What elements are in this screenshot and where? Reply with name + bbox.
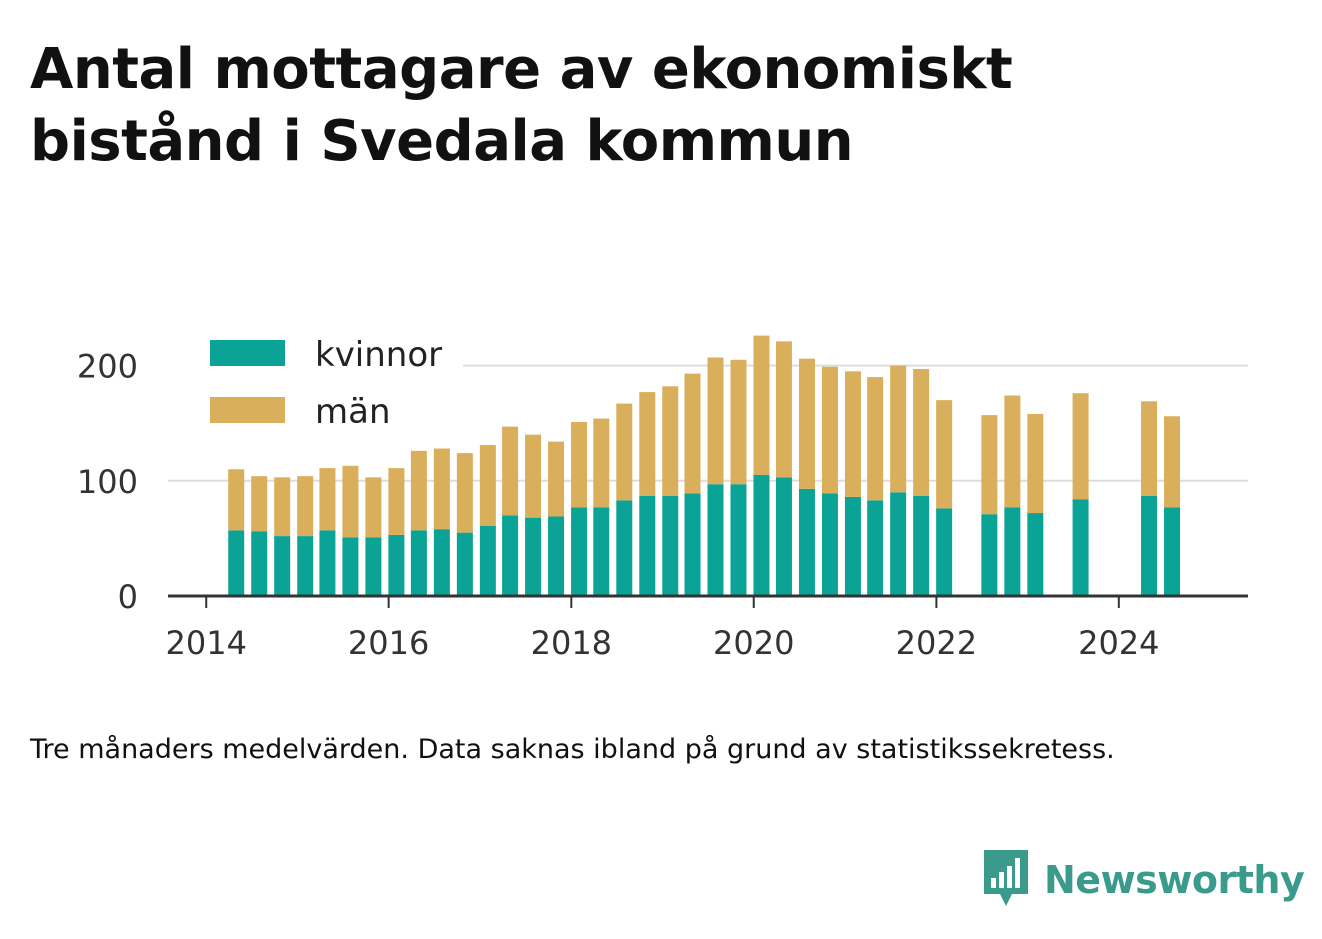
- bar-kvinnor: [1027, 513, 1044, 596]
- bar-man: [730, 359, 747, 485]
- page-title: Antal mottagare av ekonomiskt bistånd i …: [30, 37, 1013, 174]
- bar-kvinnor: [228, 530, 245, 596]
- bar-kvinnor: [1072, 499, 1089, 596]
- chart-legend: kvinnor män: [163, 322, 463, 442]
- bar-kvinnor: [639, 495, 656, 596]
- bar-kvinnor: [593, 507, 610, 596]
- chart-bars: [228, 335, 1181, 596]
- bar-man: [593, 418, 610, 508]
- stacked-bar-chart: 0 100 200 2014 2016 2018 2020 2022 2024 kvinnor…: [77, 322, 1248, 662]
- bar-kvinnor: [319, 530, 336, 596]
- bar-kvinnor: [251, 531, 268, 596]
- x-tick-label: 2022: [896, 624, 977, 662]
- bar-man: [228, 469, 245, 531]
- bar-kvinnor: [388, 534, 405, 596]
- bar-man: [753, 335, 770, 476]
- y-tick-label: 100: [77, 463, 138, 501]
- bar-kvinnor: [456, 532, 473, 596]
- bar-man: [913, 369, 930, 496]
- bar-kvinnor: [890, 492, 907, 596]
- bar-kvinnor: [844, 496, 861, 596]
- bar-kvinnor: [1164, 507, 1181, 596]
- bar-man: [844, 371, 861, 497]
- x-tick-label: 2024: [1078, 624, 1159, 662]
- bar-kvinnor: [753, 475, 770, 596]
- bar-man: [1027, 413, 1044, 514]
- bar-man: [775, 341, 792, 478]
- bar-kvinnor: [913, 495, 930, 596]
- bar-man: [502, 426, 519, 516]
- bar-man: [251, 476, 268, 532]
- bar-man: [319, 468, 336, 531]
- bar-man: [707, 357, 724, 485]
- bar-man: [1141, 401, 1158, 496]
- bar-kvinnor: [1004, 507, 1021, 596]
- y-tick-label: 200: [77, 348, 138, 386]
- bar-kvinnor: [502, 515, 519, 596]
- bar-kvinnor: [730, 484, 747, 596]
- bar-kvinnor: [433, 529, 450, 596]
- bar-man: [297, 476, 314, 537]
- newsworthy-logo-icon: [980, 846, 1032, 914]
- y-axis-ticks: 0 100 200: [77, 348, 138, 616]
- legend-label-kvinnor: kvinnor: [315, 335, 442, 375]
- bar-man: [616, 403, 633, 501]
- bar-kvinnor: [662, 495, 679, 596]
- bar-man: [1004, 395, 1021, 508]
- bar-man: [571, 422, 588, 508]
- bar-kvinnor: [479, 525, 496, 596]
- bar-kvinnor: [616, 500, 633, 596]
- bar-man: [1164, 416, 1181, 508]
- bar-kvinnor: [365, 537, 382, 596]
- y-tick-label: 0: [118, 578, 138, 616]
- bar-kvinnor: [821, 493, 838, 596]
- bar-kvinnor: [867, 500, 884, 596]
- bar-man: [1072, 393, 1089, 500]
- bar-kvinnor: [274, 536, 291, 596]
- legend-swatch-man: [210, 397, 285, 423]
- bar-man: [662, 386, 679, 496]
- bar-kvinnor: [684, 493, 701, 596]
- bar-kvinnor: [571, 507, 588, 596]
- bar-man: [548, 441, 565, 517]
- bar-man: [821, 366, 838, 494]
- bar-kvinnor: [936, 508, 953, 596]
- bar-man: [342, 465, 359, 538]
- bar-kvinnor: [775, 477, 792, 596]
- bar-man: [798, 358, 815, 489]
- bar-man: [639, 392, 656, 496]
- brand-name: Newsworthy: [1044, 858, 1305, 902]
- bar-man: [981, 415, 998, 515]
- x-tick-label: 2014: [166, 624, 247, 662]
- x-tick-label: 2018: [531, 624, 612, 662]
- legend-swatch-kvinnor: [210, 340, 285, 366]
- bar-kvinnor: [525, 517, 542, 596]
- bar-kvinnor: [342, 537, 359, 596]
- bar-man: [274, 477, 291, 537]
- bar-kvinnor: [410, 530, 427, 596]
- bar-man: [479, 445, 496, 526]
- bar-man: [365, 477, 382, 538]
- bar-man: [525, 434, 542, 518]
- bar-man: [684, 373, 701, 494]
- bar-man: [867, 377, 884, 501]
- x-tick-label: 2016: [348, 624, 429, 662]
- x-axis: 2014 2016 2018 2020 2022 2024: [166, 594, 1248, 662]
- bar-kvinnor: [981, 514, 998, 596]
- bar-kvinnor: [798, 488, 815, 596]
- bar-man: [410, 450, 427, 531]
- bar-kvinnor: [297, 536, 314, 596]
- bar-man: [890, 365, 907, 493]
- bar-man: [388, 468, 405, 535]
- bar-man: [456, 453, 473, 533]
- chart-footnote: Tre månaders medelvärden. Data saknas ib…: [30, 734, 1115, 765]
- x-tick-label: 2020: [713, 624, 794, 662]
- bar-man: [433, 448, 450, 530]
- bar-kvinnor: [1141, 495, 1158, 596]
- bar-kvinnor: [707, 484, 724, 596]
- bar-man: [936, 400, 953, 509]
- bar-kvinnor: [548, 516, 565, 596]
- brand-logo[interactable]: Newsworthy: [980, 846, 1305, 914]
- legend-label-man: män: [315, 392, 391, 432]
